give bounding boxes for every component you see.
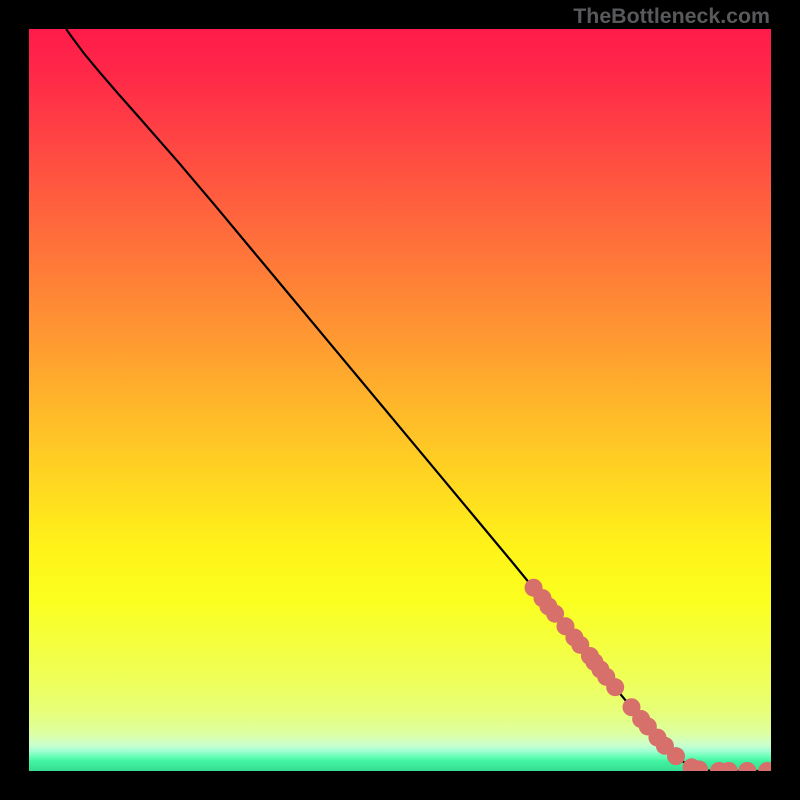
- scatter-marker: [606, 678, 624, 696]
- watermark-text: TheBottleneck.com: [573, 4, 770, 29]
- chart-svg: [29, 29, 771, 771]
- chart-background: [29, 29, 771, 771]
- scatter-marker: [667, 747, 685, 765]
